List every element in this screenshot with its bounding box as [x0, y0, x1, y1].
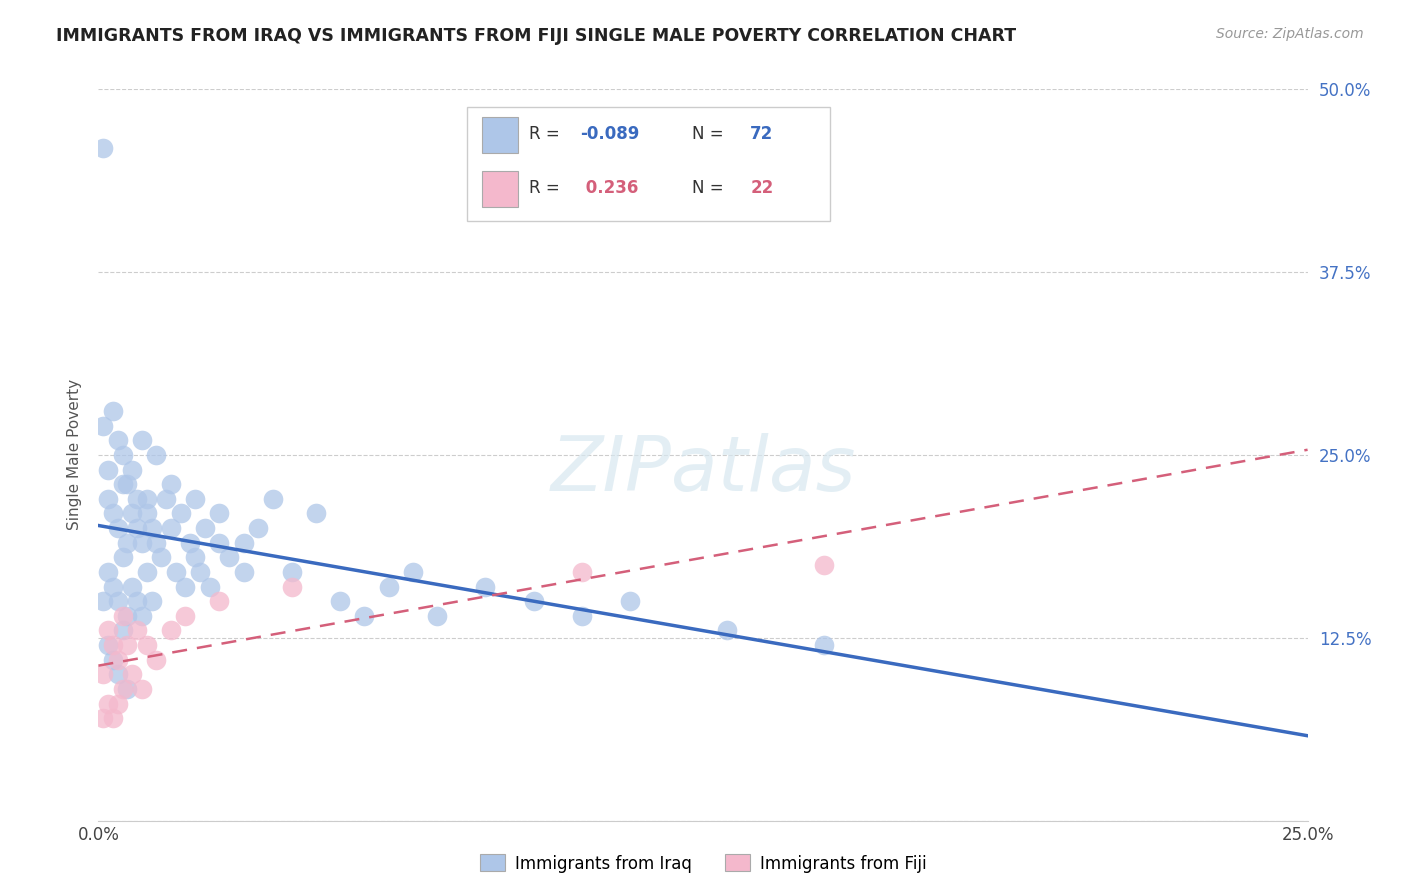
Point [135, 638, 157, 652]
Point [262, 491, 284, 506]
Point [232, 565, 254, 579]
Point [107, 521, 129, 535]
Point [101, 653, 124, 667]
Point [121, 580, 143, 594]
Text: IMMIGRANTS FROM IRAQ VS IMMIGRANTS FROM FIJI SINGLE MALE POVERTY CORRELATION CHA: IMMIGRANTS FROM IRAQ VS IMMIGRANTS FROM … [56, 27, 1017, 45]
Point [141, 594, 163, 608]
Point [107, 667, 129, 681]
Point [571, 608, 593, 623]
Point [117, 638, 139, 652]
Point [107, 594, 129, 608]
Point [377, 580, 399, 594]
Legend: Immigrants from Iraq, Immigrants from Fiji: Immigrants from Iraq, Immigrants from Fi… [472, 847, 934, 880]
Point [174, 580, 197, 594]
Point [813, 638, 835, 652]
Point [247, 521, 270, 535]
Point [117, 681, 139, 696]
Point [402, 565, 425, 579]
Point [117, 535, 139, 549]
Point [619, 594, 641, 608]
Point [107, 697, 129, 711]
Point [571, 565, 593, 579]
Point [111, 681, 134, 696]
Point [184, 550, 207, 565]
Point [91, 711, 114, 725]
Point [145, 653, 167, 667]
Point [281, 565, 304, 579]
Point [131, 681, 153, 696]
Point [131, 535, 153, 549]
Point [208, 535, 231, 549]
Point [426, 608, 449, 623]
Point [329, 594, 352, 608]
Point [135, 507, 157, 521]
Point [97, 462, 120, 476]
Point [135, 565, 157, 579]
Point [97, 697, 120, 711]
Point [813, 558, 835, 572]
Point [97, 491, 120, 506]
Point [174, 608, 197, 623]
Text: ZIPatlas: ZIPatlas [550, 433, 856, 507]
Point [111, 550, 134, 565]
Point [169, 507, 191, 521]
Point [179, 535, 201, 549]
Point [121, 462, 143, 476]
Point [208, 507, 231, 521]
Point [127, 594, 149, 608]
Point [281, 580, 304, 594]
Point [135, 491, 157, 506]
Point [111, 608, 134, 623]
Point [117, 477, 139, 491]
Point [121, 667, 143, 681]
Point [131, 608, 153, 623]
Point [145, 448, 167, 462]
Point [121, 507, 143, 521]
Point [97, 624, 120, 638]
Point [127, 491, 149, 506]
Point [160, 624, 183, 638]
Point [523, 594, 546, 608]
Point [305, 507, 328, 521]
Point [131, 434, 153, 448]
Point [184, 491, 207, 506]
Point [127, 624, 149, 638]
Point [111, 624, 134, 638]
Point [101, 580, 124, 594]
Point [165, 565, 187, 579]
Point [97, 638, 120, 652]
Y-axis label: Single Male Poverty: Single Male Poverty [67, 379, 83, 531]
Point [97, 565, 120, 579]
Point [353, 608, 375, 623]
Point [218, 550, 240, 565]
Point [155, 491, 177, 506]
Point [474, 580, 496, 594]
Point [188, 565, 211, 579]
Point [117, 608, 139, 623]
Point [198, 580, 221, 594]
Point [101, 638, 124, 652]
Point [150, 550, 173, 565]
Point [91, 667, 114, 681]
Point [111, 448, 134, 462]
Point [141, 521, 163, 535]
Point [194, 521, 217, 535]
Point [107, 434, 129, 448]
Point [91, 141, 114, 155]
Point [91, 418, 114, 433]
Point [101, 711, 124, 725]
Point [160, 477, 183, 491]
Point [160, 521, 183, 535]
Point [127, 521, 149, 535]
Point [145, 535, 167, 549]
Point [716, 624, 738, 638]
Point [232, 535, 254, 549]
Point [101, 404, 124, 418]
Point [91, 594, 114, 608]
Point [111, 477, 134, 491]
Point [101, 507, 124, 521]
Text: Source: ZipAtlas.com: Source: ZipAtlas.com [1216, 27, 1364, 41]
Point [107, 653, 129, 667]
Point [208, 594, 231, 608]
